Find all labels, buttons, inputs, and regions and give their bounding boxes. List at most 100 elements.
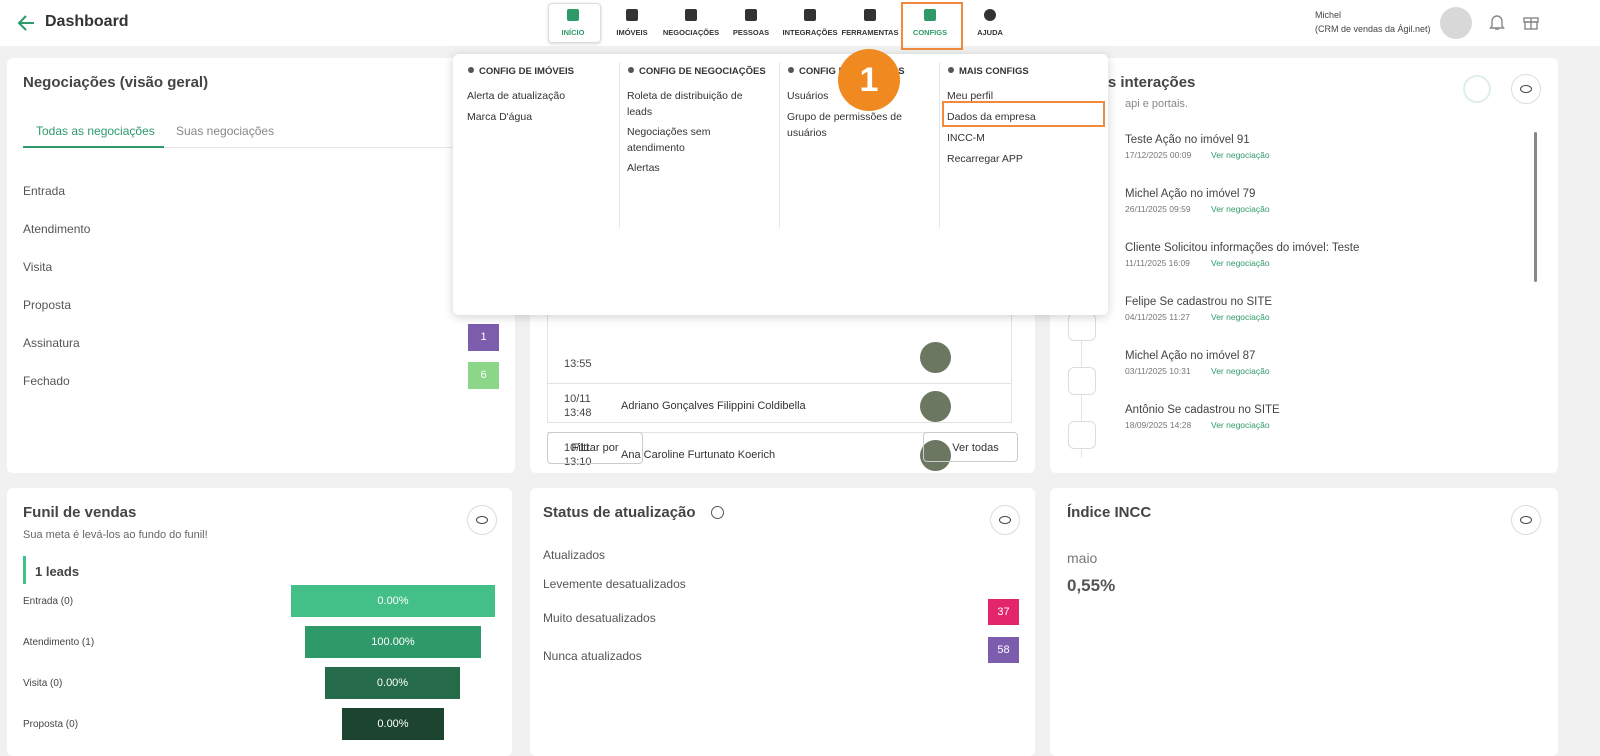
menu-item[interactable]: Meu perfil bbox=[947, 90, 994, 102]
menu-item[interactable]: Usuários bbox=[787, 90, 829, 102]
timeline-icon bbox=[1068, 421, 1096, 449]
funnel-label: Atendimento (1) bbox=[23, 637, 95, 648]
item-date: 26/11/2025 09:59 bbox=[1125, 204, 1191, 214]
column-divider bbox=[619, 62, 620, 228]
nav-icon[interactable] bbox=[745, 9, 757, 21]
tab[interactable]: Suas negociações bbox=[176, 124, 275, 138]
table-frame[interactable] bbox=[547, 258, 1012, 423]
row-avatar bbox=[920, 342, 951, 373]
step-badge: 1 bbox=[838, 49, 900, 111]
eye-button[interactable] bbox=[990, 505, 1020, 535]
status-count: 37 bbox=[988, 599, 1019, 625]
funnel-bar: 100.00% bbox=[305, 626, 481, 658]
menu-item[interactable]: Alertas bbox=[627, 162, 660, 174]
row-name: Ana Caroline Furtunato Koerich bbox=[621, 449, 776, 461]
user-org: (CRM de vendas da Ágil.net) bbox=[1315, 24, 1431, 34]
menu-item[interactable]: Dados da empresa bbox=[947, 111, 1036, 123]
funnel-bar: 0.00% bbox=[325, 667, 460, 699]
link[interactable]: Ver negociação bbox=[1211, 258, 1270, 268]
menu-item[interactable]: Grupo de permissões de usuários bbox=[787, 111, 902, 139]
row-line bbox=[547, 432, 1012, 433]
nav-icon[interactable] bbox=[804, 9, 816, 21]
tabs-divider[interactable] bbox=[23, 147, 513, 148]
column-divider bbox=[779, 62, 780, 228]
nav-item[interactable]: FERRAMENTAS bbox=[841, 28, 899, 37]
stage-label: Assinatura bbox=[23, 336, 80, 350]
item-title: Teste Ação no imóvel 91 bbox=[1125, 134, 1250, 146]
tab[interactable]: Todas as negociações bbox=[36, 124, 155, 138]
avatar[interactable] bbox=[1440, 7, 1472, 39]
item-date: 11/11/2025 16:09 bbox=[1125, 258, 1190, 268]
nav-icon[interactable] bbox=[984, 9, 996, 21]
item-title: Cliente Solicitou informações do imóvel:… bbox=[1125, 242, 1360, 254]
column-title: CONFIG DE IMÓVEIS bbox=[479, 66, 575, 77]
nav-item[interactable]: AJUDA bbox=[977, 28, 1003, 37]
row-date: 10/11 bbox=[564, 393, 591, 405]
menu-item[interactable]: Recarregar APP bbox=[947, 153, 1023, 165]
nav-icon[interactable] bbox=[864, 9, 876, 21]
eye-button[interactable] bbox=[1511, 74, 1541, 104]
card-subtitle: api e portais. bbox=[1125, 98, 1188, 110]
header bbox=[0, 0, 1600, 46]
card-subtitle: Sua meta é levá-los ao fundo do funil! bbox=[23, 529, 208, 541]
menu-item[interactable]: INCC-M bbox=[947, 132, 985, 144]
card-negociacoes: Negociações (visão geral) Todas as negoci… bbox=[7, 58, 515, 473]
nav-item[interactable]: NEGOCIAÇÕES bbox=[662, 28, 720, 37]
row-time: 13:48 bbox=[564, 407, 592, 419]
funnel-bar: 0.00% bbox=[342, 708, 444, 740]
card-title: Negociações (visão geral) bbox=[23, 74, 209, 91]
leads-count: 1 leads bbox=[35, 564, 80, 579]
nav-item[interactable]: IMÓVEIS bbox=[616, 28, 648, 37]
nav-item[interactable]: INTEGRAÇÕES bbox=[782, 28, 838, 37]
link[interactable]: Ver negociação bbox=[1211, 366, 1270, 376]
scroll-track bbox=[1560, 58, 1568, 756]
funnel-label: Proposta (0) bbox=[23, 719, 79, 730]
nav-icon[interactable] bbox=[626, 9, 638, 21]
nav-item[interactable]: CONFIGS bbox=[912, 28, 948, 37]
filter-button[interactable]: Filtrar por bbox=[547, 432, 643, 464]
nav-icon[interactable] bbox=[924, 9, 936, 21]
highlight-box bbox=[901, 2, 963, 50]
gift-icon[interactable] bbox=[1522, 12, 1540, 30]
tab-indicator[interactable] bbox=[23, 146, 164, 148]
page-title: Dashboard bbox=[45, 13, 129, 30]
user-name: Michel bbox=[1315, 10, 1342, 20]
info-icon bbox=[711, 506, 724, 519]
leads-accent bbox=[23, 556, 26, 584]
row-line bbox=[547, 383, 1012, 384]
view-all-button[interactable]: Ver todas bbox=[923, 432, 1018, 462]
row-time: 13:10 bbox=[564, 456, 592, 468]
item-date: 03/11/2025 10:31 bbox=[1125, 366, 1191, 376]
nav-item[interactable]: INÍCIO bbox=[561, 28, 585, 37]
item-title: Antônio Se cadastrou no SITE bbox=[1125, 404, 1280, 416]
link[interactable]: Ver negociação bbox=[1211, 420, 1270, 430]
item-title: Felipe Se cadastrou no SITE bbox=[1125, 296, 1273, 308]
link[interactable]: Ver negociação bbox=[1211, 204, 1270, 214]
nav-item[interactable]: PESSOAS bbox=[732, 28, 770, 37]
gear-icon bbox=[788, 67, 794, 73]
back-arrow[interactable] bbox=[16, 13, 36, 33]
menu-item[interactable]: Roleta de distribuição de leads bbox=[627, 90, 743, 118]
incc-month: maio bbox=[1067, 550, 1098, 566]
link[interactable]: Ver negociação bbox=[1211, 312, 1270, 322]
eye-button[interactable] bbox=[467, 505, 497, 535]
gear-icon bbox=[468, 67, 474, 73]
bell-icon[interactable] bbox=[1488, 13, 1506, 31]
menu-item[interactable]: Marca D'água bbox=[467, 111, 533, 123]
status-label: Levemente desatualizados bbox=[543, 577, 686, 591]
nav-icon[interactable] bbox=[567, 9, 579, 21]
eye-button[interactable] bbox=[1511, 505, 1541, 535]
row-time: 13:55 bbox=[564, 358, 592, 370]
stage-count: 1 bbox=[468, 324, 499, 351]
gear-icon bbox=[948, 67, 954, 73]
timeline-icon bbox=[1068, 313, 1096, 341]
menu-item[interactable]: Alerta de atualização bbox=[467, 90, 566, 102]
stage-count: 6 bbox=[468, 362, 499, 389]
row-avatar bbox=[920, 440, 951, 471]
spinner bbox=[1463, 75, 1491, 103]
nav-icon[interactable] bbox=[685, 9, 697, 21]
menu-item[interactable]: Negociações sem atendimento bbox=[627, 126, 711, 154]
link[interactable]: Ver negociação bbox=[1211, 150, 1270, 160]
